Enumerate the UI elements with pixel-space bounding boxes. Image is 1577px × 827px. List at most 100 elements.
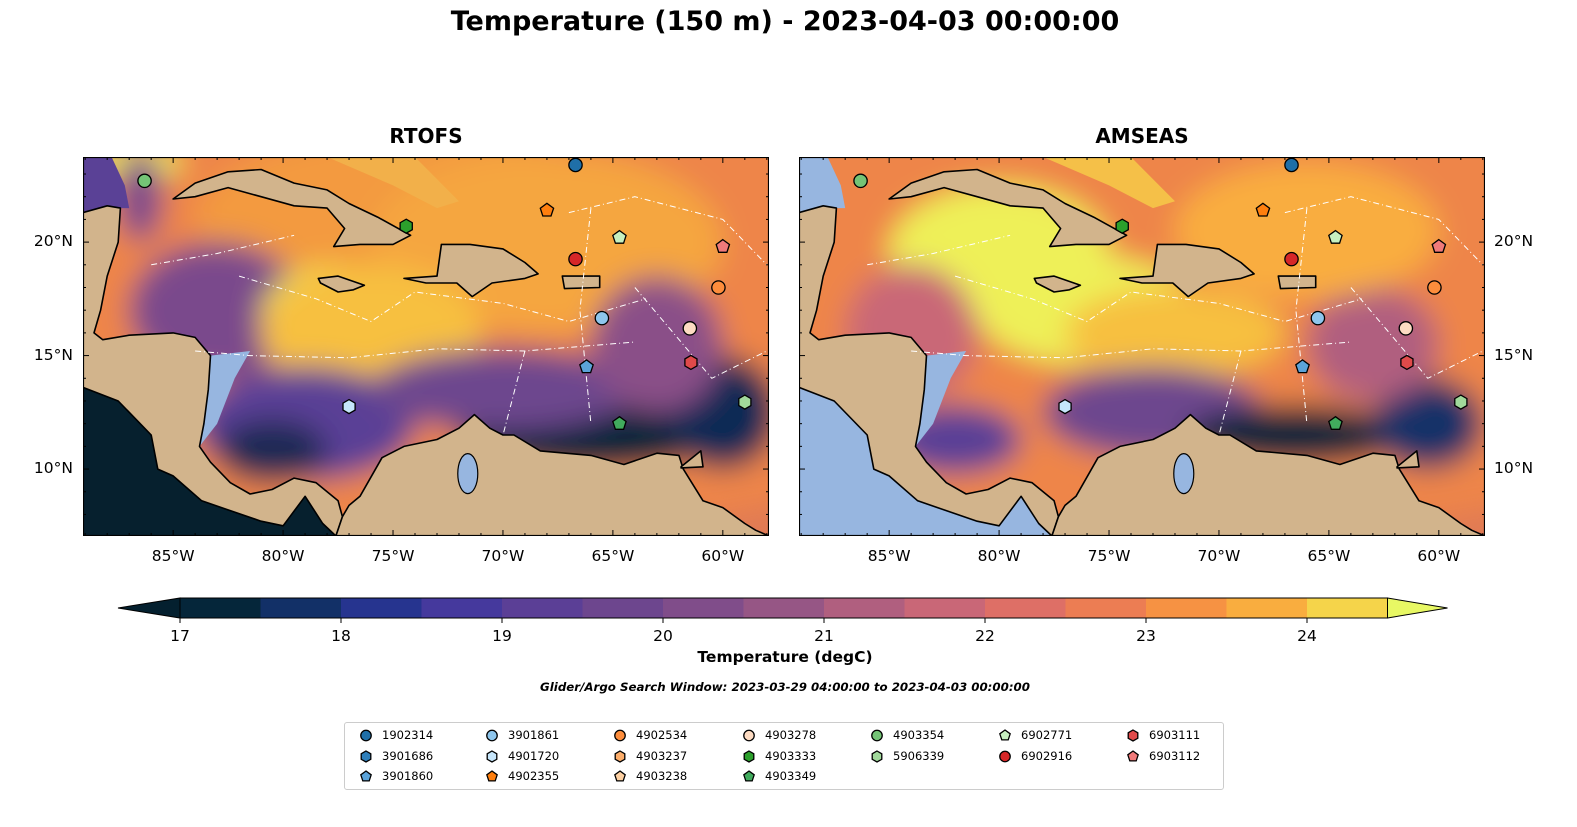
legend-item-5906339: 5906339 [870, 746, 944, 766]
colorbar-label: Temperature (degC) [697, 648, 873, 666]
lat-tick-label-right: 20°N [1494, 232, 1534, 251]
float-marker-6903111 [1400, 354, 1414, 371]
lon-tick-label: 70°W [1197, 547, 1241, 565]
land-southam [1051, 413, 1485, 536]
float-marker-6902916 [568, 251, 583, 267]
legend-marker [871, 729, 883, 742]
float-marker-4901720 [1058, 398, 1072, 415]
figure-title: Temperature (150 m) - 2023-04-03 00:00:0… [450, 6, 1120, 37]
float-marker-4903349 [612, 415, 627, 430]
float-marker-4902534 [711, 280, 726, 295]
legend-item-6903111: 6903111 [1126, 725, 1200, 745]
pentagon-marker-icon [486, 770, 498, 782]
legend-marker [743, 729, 755, 742]
lon-tick-label: 65°W [1307, 547, 1351, 565]
land-trinidad [1396, 450, 1420, 469]
legend-item-1902314: 1902314 [359, 725, 433, 745]
legend-marker [360, 729, 372, 742]
float-marker-4902355 [1255, 202, 1271, 217]
lon-tick-label: 65°W [591, 547, 635, 565]
legend-label: 5906339 [893, 748, 945, 763]
lat-tick-label-right: 15°N [1494, 345, 1534, 364]
legend-label: 3901686 [382, 748, 434, 763]
legend-marker [614, 729, 626, 742]
colorbar-bin [904, 598, 986, 618]
lake-maracaibo [1173, 452, 1195, 495]
legend-item-6903112: 6903112 [1126, 746, 1200, 766]
legend-item-4903238: 4903238 [613, 766, 687, 786]
hexagon-marker-icon [614, 749, 626, 763]
bahamas-shelf [327, 157, 459, 209]
legend-item-4901720: 4901720 [485, 746, 559, 766]
legend-item-4903237: 4903237 [613, 746, 687, 766]
colorbar-bin [180, 598, 261, 618]
legend-label: 4903333 [765, 748, 817, 763]
legend-label: 4903278 [765, 728, 817, 742]
lon-tick-label: 85°W [151, 547, 195, 565]
lat-tick-label-left: 20°N [33, 232, 73, 251]
float-marker-3901861 [594, 310, 610, 326]
legend-label: 1902314 [382, 728, 434, 742]
hexagon-marker-icon [360, 749, 372, 763]
lat-tick-label-right: 10°N [1494, 459, 1534, 478]
colorbar-bin [341, 598, 422, 618]
legend-marker [486, 729, 498, 742]
circle-marker-icon [486, 729, 498, 742]
legend-item-6902771: 6902771 [998, 725, 1072, 745]
lon-tick-label: 60°W [1417, 547, 1461, 565]
land-trinidad [680, 450, 704, 469]
axis-ticks [83, 157, 769, 536]
float-marker-4903354 [853, 173, 868, 189]
hexagon-marker-icon [871, 749, 883, 763]
axis-ticks [799, 157, 1485, 536]
landmasses [799, 168, 1485, 536]
amseas-map[interactable] [799, 157, 1485, 536]
legend-item-4903333: 4903333 [742, 746, 816, 766]
colorbar-tick-label: 22 [975, 627, 995, 645]
colorbar-over-arrow [1387, 597, 1448, 619]
colorbar-tick-label: 23 [1136, 627, 1156, 645]
circle-marker-icon [871, 729, 883, 742]
float-marker-4903333 [399, 218, 413, 234]
land-hispaniola [1119, 243, 1255, 298]
legend-marker [999, 750, 1011, 762]
colorbar-bin [1065, 598, 1147, 618]
float-marker-6902916 [1284, 251, 1299, 267]
colorbar-bin [582, 598, 664, 618]
float-marker-4901720 [342, 398, 356, 415]
rtofs-map[interactable] [83, 157, 769, 536]
legend-item-3901686: 3901686 [359, 746, 433, 766]
lon-tick-label: 75°W [371, 547, 415, 565]
land-central [83, 204, 344, 536]
legend-label: 3901860 [382, 769, 434, 783]
float-marker-3901860 [579, 359, 594, 374]
legend-marker [999, 729, 1011, 741]
legend-marker [360, 749, 372, 763]
colorbar-tick-label: 24 [1297, 627, 1317, 645]
map-frame [83, 157, 769, 536]
nicaragua-shelf [199, 351, 251, 447]
colorbar-bin [260, 598, 342, 618]
float-marker-1902314 [568, 157, 583, 173]
legend-item-4903354: 4903354 [870, 725, 944, 745]
colorbar-bin [1146, 598, 1227, 618]
legend-marker [743, 770, 755, 782]
bahamas-shelf [1043, 157, 1175, 209]
float-marker-6903111 [684, 354, 698, 371]
legend-label: 3901861 [508, 728, 560, 742]
legend-marker [614, 749, 626, 763]
lon-tick-label: 60°W [701, 547, 745, 565]
eez-boundaries [151, 196, 768, 436]
legend-label: 6902771 [1021, 728, 1073, 742]
colorbar-bin [502, 598, 583, 618]
float-marker-4903278 [682, 321, 698, 336]
legend-label: 4902534 [636, 728, 688, 742]
hexagon-marker-icon [743, 749, 755, 763]
pacific-ocean [799, 387, 1052, 536]
land-hispaniola [403, 243, 539, 298]
colorbar-bin [1226, 598, 1308, 618]
float-marker-4903278 [1398, 321, 1414, 336]
legend-label: 4903237 [636, 748, 688, 763]
legend-label: 6903111 [1149, 728, 1201, 742]
colorbar-tick-label: 18 [331, 627, 351, 645]
